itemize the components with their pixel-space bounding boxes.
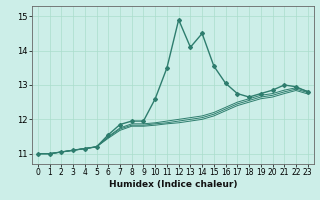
X-axis label: Humidex (Indice chaleur): Humidex (Indice chaleur)	[108, 180, 237, 189]
